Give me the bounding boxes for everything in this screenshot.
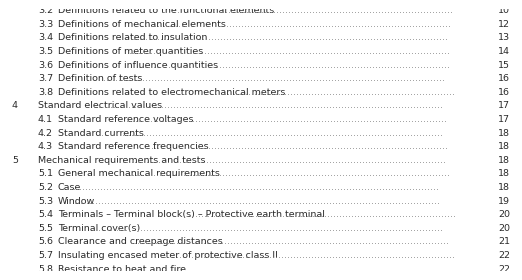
- Text: Standard currents: Standard currents: [58, 129, 144, 138]
- Text: 3.7: 3.7: [38, 74, 53, 83]
- Text: 18: 18: [498, 156, 510, 165]
- Text: ................................................................................: ........................................…: [120, 115, 447, 124]
- Text: 5.1: 5.1: [38, 169, 53, 179]
- Text: 5.4: 5.4: [38, 210, 53, 219]
- Text: ................................................................................: ........................................…: [138, 61, 450, 70]
- Text: Standard reference frequencies: Standard reference frequencies: [58, 142, 209, 151]
- Text: 18: 18: [498, 169, 510, 179]
- Text: Standard electrical values: Standard electrical values: [38, 102, 162, 111]
- Text: Terminals – Terminal block(s) – Protective earth terminal: Terminals – Terminal block(s) – Protecti…: [58, 210, 325, 219]
- Text: ................................................................................: ........................................…: [136, 20, 450, 29]
- Text: ................................................................................: ........................................…: [129, 47, 450, 56]
- Text: 14: 14: [498, 47, 510, 56]
- Text: General mechanical requirements: General mechanical requirements: [58, 169, 220, 179]
- Text: 18: 18: [498, 183, 510, 192]
- Text: ................................................................................: ........................................…: [98, 102, 443, 111]
- Text: 12: 12: [498, 20, 510, 29]
- Text: 5.5: 5.5: [38, 224, 53, 233]
- Text: ................................................................................: ........................................…: [162, 6, 453, 15]
- Text: 5.6: 5.6: [38, 237, 53, 246]
- Text: 22: 22: [498, 251, 510, 260]
- Text: ................................................................................: ........................................…: [164, 251, 455, 260]
- Text: ................................................................................: ........................................…: [164, 88, 455, 97]
- Text: Terminal cover(s): Terminal cover(s): [58, 224, 140, 233]
- Text: 16: 16: [498, 88, 510, 97]
- Text: 5: 5: [12, 156, 18, 165]
- Text: Case: Case: [58, 183, 81, 192]
- Text: 3.8: 3.8: [38, 88, 53, 97]
- Text: 20: 20: [498, 210, 510, 219]
- Text: Definitions related to insulation: Definitions related to insulation: [58, 34, 207, 43]
- Text: 19: 19: [498, 197, 510, 206]
- Text: 20: 20: [498, 224, 510, 233]
- Text: 4.2: 4.2: [38, 129, 53, 138]
- Text: 5.2: 5.2: [38, 183, 53, 192]
- Text: 4: 4: [12, 102, 18, 111]
- Text: 4.3: 4.3: [38, 142, 53, 151]
- Text: 3.2: 3.2: [38, 6, 53, 15]
- Text: Window: Window: [58, 197, 95, 206]
- Text: Definitions related to the functional elements: Definitions related to the functional el…: [58, 6, 274, 15]
- Text: 21: 21: [498, 237, 510, 246]
- Bar: [0, 0, 522, 9]
- Text: Definitions related to electromechanical meters: Definitions related to electromechanical…: [58, 88, 286, 97]
- Text: Definitions of meter quantities: Definitions of meter quantities: [58, 47, 203, 56]
- Text: 3.3: 3.3: [38, 20, 53, 29]
- Text: Definitions of influence quantities: Definitions of influence quantities: [58, 61, 218, 70]
- Text: Clearance and creepage distances: Clearance and creepage distances: [58, 237, 223, 246]
- Text: Mechanical requirements and tests: Mechanical requirements and tests: [38, 156, 206, 165]
- Text: 22: 22: [498, 265, 510, 274]
- Text: 3.4: 3.4: [38, 34, 53, 43]
- Text: 5.8: 5.8: [38, 265, 53, 274]
- Text: 18: 18: [498, 129, 510, 138]
- Text: 3.6: 3.6: [38, 61, 53, 70]
- Text: 5.7: 5.7: [38, 251, 53, 260]
- Text: ................................................................................: ........................................…: [129, 169, 450, 179]
- Text: ................................................................................: ........................................…: [74, 197, 440, 206]
- Text: Definition of tests: Definition of tests: [58, 74, 143, 83]
- Text: 13: 13: [498, 34, 510, 43]
- Text: 4.1: 4.1: [38, 115, 53, 124]
- Text: ................................................................................: ........................................…: [131, 237, 449, 246]
- Text: ................................................................................: ........................................…: [133, 34, 448, 43]
- Text: ................................................................................: ........................................…: [120, 265, 447, 274]
- Text: ................................................................................: ........................................…: [98, 224, 443, 233]
- Text: ................................................................................: ........................................…: [113, 156, 446, 165]
- Text: Standard reference voltages: Standard reference voltages: [58, 115, 194, 124]
- Text: 10: 10: [498, 6, 510, 15]
- Text: ................................................................................: ........................................…: [98, 129, 443, 138]
- Text: ................................................................................: ........................................…: [127, 142, 448, 151]
- Text: Insulating encased meter of protective class II: Insulating encased meter of protective c…: [58, 251, 278, 260]
- Text: 17: 17: [498, 102, 510, 111]
- Text: 16: 16: [498, 74, 510, 83]
- Text: 5.3: 5.3: [38, 197, 53, 206]
- Text: 3.5: 3.5: [38, 47, 53, 56]
- Text: Resistance to heat and fire: Resistance to heat and fire: [58, 265, 186, 274]
- Text: ................................................................................: ........................................…: [70, 183, 439, 192]
- Text: 17: 17: [498, 115, 510, 124]
- Text: ................................................................................: ........................................…: [103, 74, 445, 83]
- Text: ................................................................................: ........................................…: [186, 210, 456, 219]
- Text: 18: 18: [498, 142, 510, 151]
- Text: Definitions of mechanical elements: Definitions of mechanical elements: [58, 20, 226, 29]
- Text: 15: 15: [498, 61, 510, 70]
